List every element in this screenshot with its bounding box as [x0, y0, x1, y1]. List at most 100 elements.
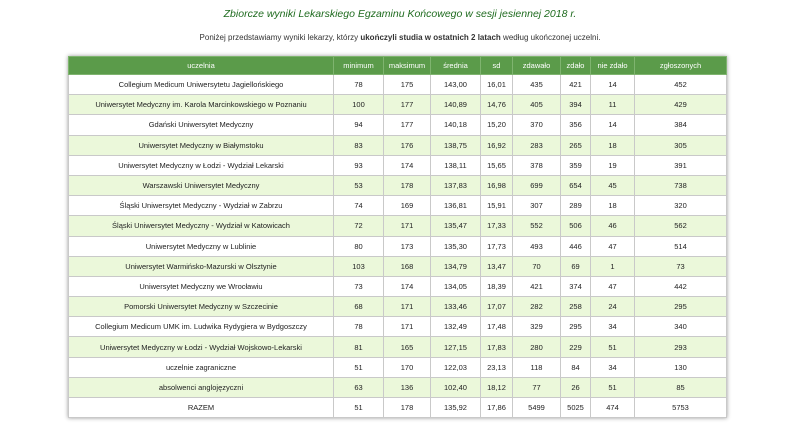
value-cell: 23,13	[480, 356, 513, 378]
value-cell: 18,39	[480, 275, 513, 298]
value-cell: 552	[512, 215, 561, 237]
value-cell: 446	[560, 235, 591, 257]
table-row: Uniwersytet Medyczny w Łodzi - Wydział L…	[68, 154, 727, 176]
value-cell: 53	[333, 174, 384, 197]
value-cell: 506	[560, 215, 591, 237]
value-cell: 135,92	[430, 396, 481, 419]
value-cell: 340	[634, 316, 727, 338]
value-cell: 135,47	[430, 215, 481, 237]
value-cell: 11	[590, 94, 635, 116]
value-cell: 73	[634, 255, 727, 277]
value-cell: 84	[560, 356, 591, 378]
value-cell: 63	[333, 376, 384, 399]
value-cell: 293	[634, 336, 727, 358]
value-cell: 429	[634, 94, 727, 116]
subtitle: Poniżej przedstawiamy wyniki lekarzy, kt…	[0, 33, 800, 42]
value-cell: 738	[634, 174, 727, 197]
value-cell: 405	[512, 94, 561, 116]
university-cell: Uniwersytet Medyczny im. Karola Marcinko…	[68, 94, 334, 116]
value-cell: 93	[333, 154, 384, 176]
value-cell: 24	[590, 296, 635, 318]
value-cell: 280	[512, 336, 561, 358]
value-cell: 46	[590, 215, 635, 237]
value-cell: 51	[333, 396, 384, 419]
value-cell: 178	[383, 396, 431, 419]
value-cell: 289	[560, 195, 591, 217]
value-cell: 81	[333, 336, 384, 358]
value-cell: 51	[590, 376, 635, 399]
value-cell: 16,92	[480, 134, 513, 156]
column-header: uczelnia	[68, 56, 334, 75]
column-header: zdało	[560, 56, 591, 75]
value-cell: 295	[560, 316, 591, 338]
value-cell: 356	[560, 114, 591, 136]
university-cell: Collegium Medicum UMK im. Ludwika Rydygi…	[68, 316, 334, 338]
value-cell: 51	[590, 336, 635, 358]
university-cell: Uniwersytet Medyczny w Łodzi - Wydział L…	[68, 154, 334, 176]
value-cell: 307	[512, 195, 561, 217]
value-cell: 174	[383, 275, 431, 298]
table-row: RAZEM 51 178 135,92 17,86 5499 5025 474 5753	[68, 396, 727, 419]
table-row: Śląski Uniwersytet Medyczny - Wydział w …	[68, 215, 727, 237]
value-cell: 493	[512, 235, 561, 257]
subtitle-text: Poniżej przedstawiamy wyniki lekarzy, kt…	[199, 33, 361, 42]
university-cell: Uniwersytet Warmińsko-Mazurski w Olsztyn…	[68, 255, 334, 277]
value-cell: 378	[512, 154, 561, 176]
column-header: zdawało	[512, 56, 561, 75]
value-cell: 34	[590, 356, 635, 378]
value-cell: 370	[512, 114, 561, 136]
value-cell: 283	[512, 134, 561, 156]
value-cell: 562	[634, 215, 727, 237]
value-cell: 265	[560, 134, 591, 156]
value-cell: 136	[383, 376, 431, 399]
value-cell: 5753	[634, 396, 727, 419]
table-row: absolwenci anglojęzyczni 63 136 102,40 18,12…	[68, 376, 727, 399]
university-cell: Uniwersytet Medyczny we Wrocławiu	[68, 275, 334, 298]
value-cell: 442	[634, 275, 727, 298]
value-cell: 47	[590, 275, 635, 298]
value-cell: 421	[560, 73, 591, 96]
column-header: zgłoszonych	[634, 56, 727, 75]
university-cell: Śląski Uniwersytet Medyczny - Wydział w …	[68, 215, 334, 237]
value-cell: 18	[590, 134, 635, 156]
column-header: maksimum	[383, 56, 431, 75]
value-cell: 359	[560, 154, 591, 176]
university-cell: uczelnie zagraniczne	[68, 356, 334, 378]
value-cell: 138,75	[430, 134, 481, 156]
value-cell: 171	[383, 215, 431, 237]
university-cell: Śląski Uniwersytet Medyczny - Wydział w …	[68, 195, 334, 217]
table-row: Uniwersytet Medyczny im. Karola Marcinko…	[68, 94, 727, 116]
value-cell: 175	[383, 73, 431, 96]
value-cell: 17,07	[480, 296, 513, 318]
value-cell: 17,33	[480, 215, 513, 237]
value-cell: 329	[512, 316, 561, 338]
value-cell: 83	[333, 134, 384, 156]
value-cell: 177	[383, 114, 431, 136]
value-cell: 132,49	[430, 316, 481, 338]
value-cell: 169	[383, 195, 431, 217]
value-cell: 474	[590, 396, 635, 419]
value-cell: 143,00	[430, 73, 481, 96]
value-cell: 69	[560, 255, 591, 277]
value-cell: 282	[512, 296, 561, 318]
value-cell: 514	[634, 235, 727, 257]
value-cell: 138,11	[430, 154, 481, 176]
table-row: Uniwersytet Warmińsko-Mazurski w Olsztyn…	[68, 255, 727, 277]
value-cell: 130	[634, 356, 727, 378]
value-cell: 51	[333, 356, 384, 378]
value-cell: 452	[634, 73, 727, 96]
value-cell: 17,73	[480, 235, 513, 257]
value-cell: 174	[383, 154, 431, 176]
value-cell: 127,15	[430, 336, 481, 358]
column-header: średnia	[430, 56, 481, 75]
value-cell: 5499	[512, 396, 561, 419]
value-cell: 47	[590, 235, 635, 257]
value-cell: 229	[560, 336, 591, 358]
value-cell: 45	[590, 174, 635, 197]
value-cell: 133,46	[430, 296, 481, 318]
value-cell: 16,01	[480, 73, 513, 96]
value-cell: 170	[383, 356, 431, 378]
value-cell: 134,05	[430, 275, 481, 298]
value-cell: 14,76	[480, 94, 513, 116]
value-cell: 103	[333, 255, 384, 277]
